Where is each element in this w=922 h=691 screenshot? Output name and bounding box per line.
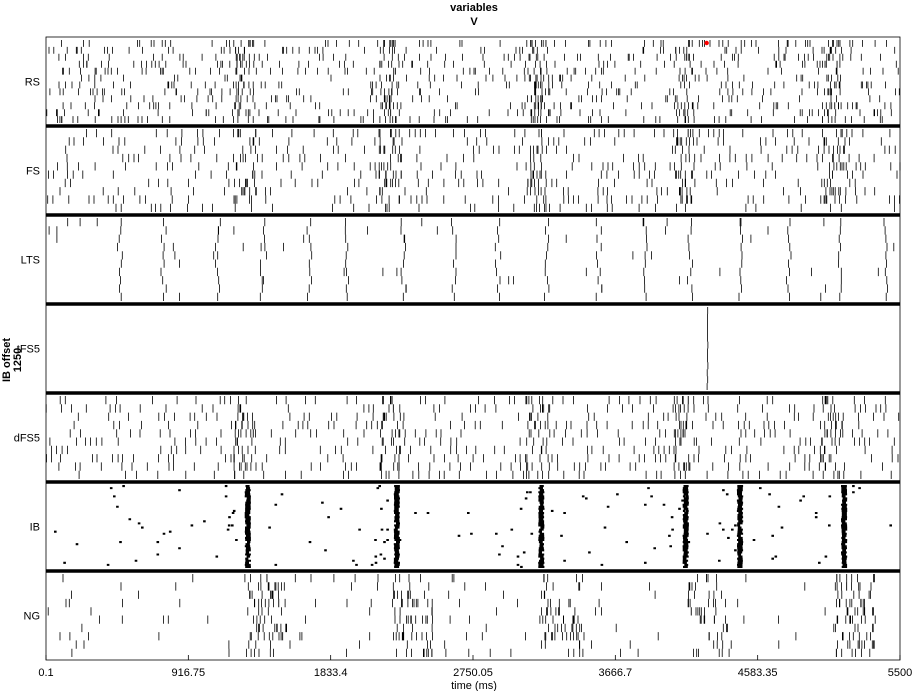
- spikes-ng: [47, 574, 876, 657]
- panel-dfs5: dFS5: [14, 396, 900, 479]
- panel-rs: RS: [25, 40, 900, 123]
- panel-tfs5: tFS5: [17, 307, 709, 390]
- panel-ng: NG: [24, 574, 876, 657]
- plot-frame: [45, 36, 901, 661]
- x-axis-label: time (ms): [451, 680, 497, 691]
- panel-lts: LTS: [21, 218, 895, 301]
- x-tick-label: 916.75: [172, 667, 206, 679]
- spikes-ib: [54, 485, 892, 568]
- panel-fs: FS: [26, 129, 901, 212]
- chart-subtitle: V: [470, 16, 478, 28]
- x-tick-label: 1833.4: [314, 667, 348, 679]
- x-tick-label: 5500: [888, 667, 912, 679]
- panel-label-lts: LTS: [21, 255, 40, 267]
- panel-label-rs: RS: [25, 77, 40, 89]
- y-axis-label-line2: 1250: [12, 348, 24, 372]
- panels-layer: RS FS LTS tFS5 dFS5 IB NG: [14, 36, 901, 661]
- y-axis-label-line1: IB offset: [1, 338, 13, 382]
- panel-label-ib: IB: [30, 522, 40, 534]
- spikes-tfs5: [706, 307, 709, 390]
- highlight-marker: [704, 40, 709, 46]
- chart-title: variables: [450, 2, 498, 14]
- spikes-lts: [48, 218, 895, 301]
- spikes-rs: [46, 40, 900, 123]
- panel-label-tfs5: tFS5: [17, 344, 40, 356]
- x-tick-label: 4583.35: [738, 667, 778, 679]
- x-axis: 0.1 916.75 1833.4 2750.05 3666.7 4583.35 5500: [38, 655, 912, 679]
- spikes-fs: [47, 129, 901, 212]
- panel-label-dfs5: dFS5: [14, 433, 40, 445]
- x-tick-label: 2750.05: [453, 667, 493, 679]
- panel-label-fs: FS: [26, 166, 40, 178]
- panel-ib: IB: [30, 485, 892, 568]
- x-tick-label: 0.1: [38, 667, 53, 679]
- spikes-dfs5: [45, 396, 900, 479]
- x-tick-label: 3666.7: [599, 667, 633, 679]
- panel-label-ng: NG: [24, 611, 41, 623]
